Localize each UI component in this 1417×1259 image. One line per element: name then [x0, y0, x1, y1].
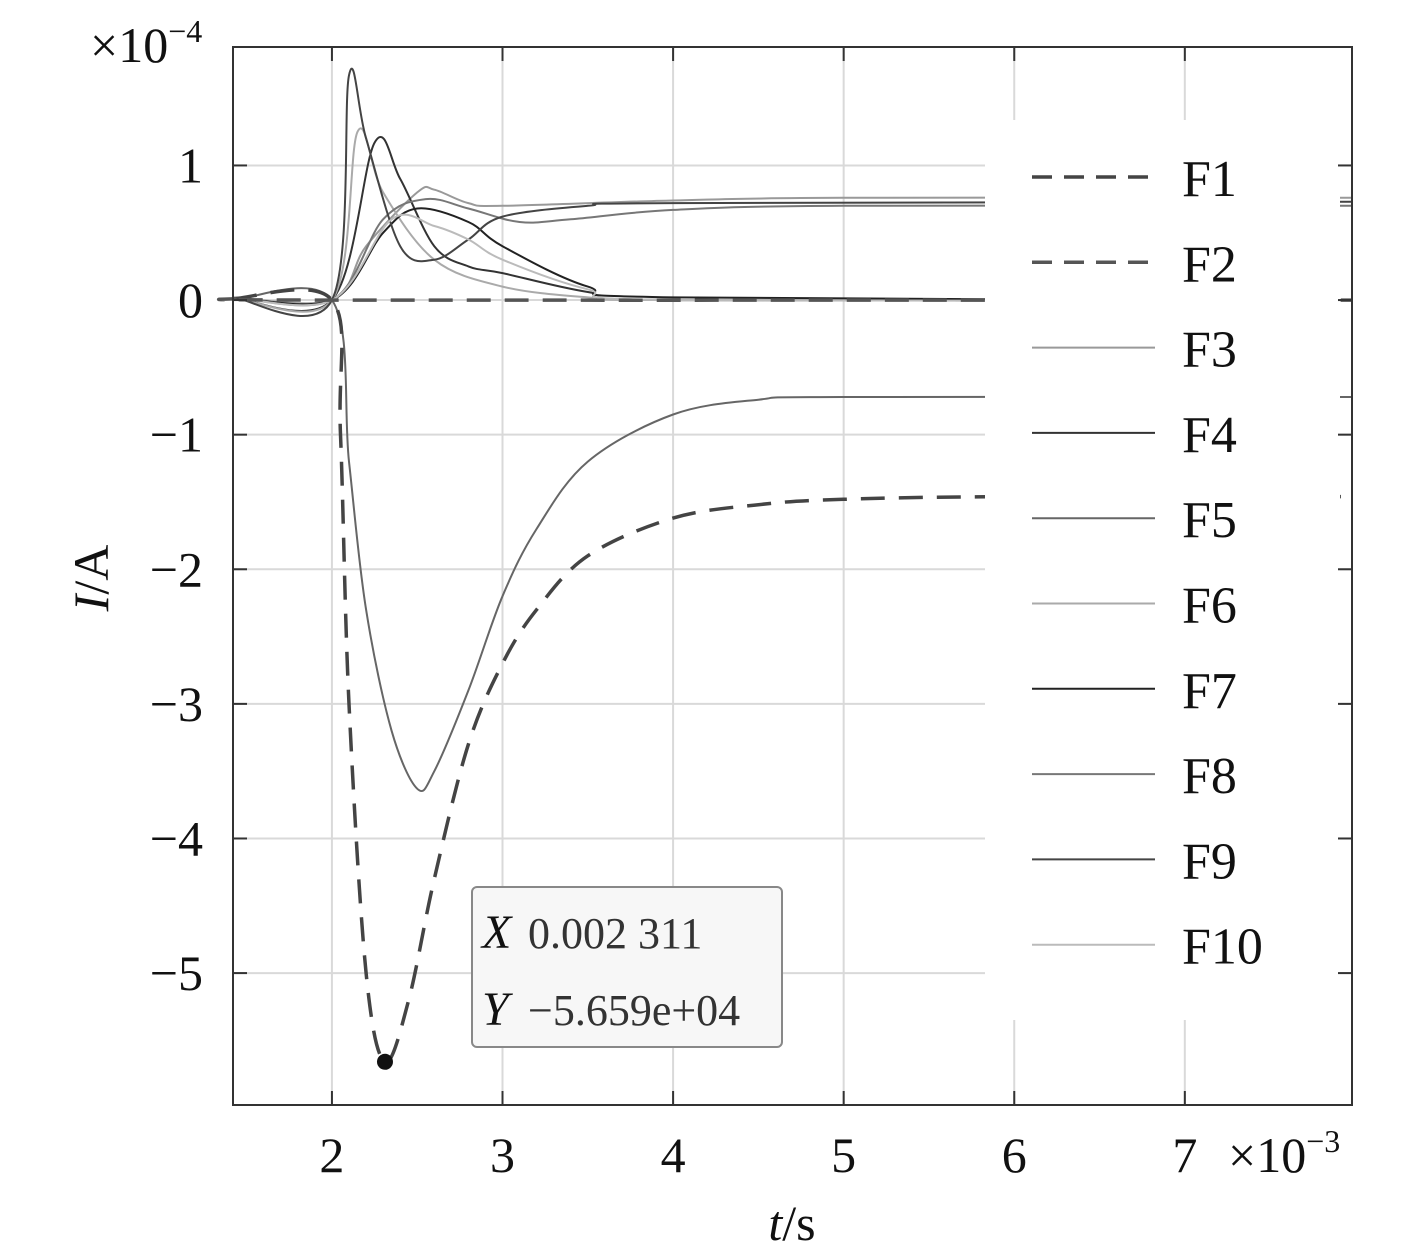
x-axis-label: t/s: [768, 1195, 815, 1251]
legend-label-f1: F1: [1182, 151, 1237, 208]
legend[interactable]: F1 F2 F3 F4 F5 F6 F7 F8 F9 F10: [1032, 151, 1263, 976]
datatip-x-key: X: [480, 906, 513, 959]
legend-background: [985, 120, 1340, 1020]
y-tick-label: 1: [178, 137, 203, 193]
legend-label-f3: F3: [1182, 322, 1237, 379]
x-tick-label: 3: [490, 1127, 515, 1183]
series-line-f5: [232, 287, 1353, 793]
datatip-y-key: Y: [482, 983, 513, 1036]
series-line-f8: [232, 197, 1353, 307]
legend-label-f2: F2: [1182, 236, 1237, 293]
x-exponent-label: ×10−3: [1228, 1123, 1340, 1183]
y-tick-label: −1: [150, 407, 203, 463]
y-tick-label: −2: [150, 541, 203, 597]
series-line-f10: [232, 213, 1353, 307]
legend-label-f5: F5: [1182, 492, 1237, 549]
series-line-f3: [232, 185, 1353, 305]
legend-label-f9: F9: [1182, 833, 1237, 890]
series-layer: [216, 67, 1353, 1064]
legend-label-f7: F7: [1182, 663, 1237, 720]
y-tick-label: 0: [178, 272, 203, 328]
marker-layer: [376, 1053, 393, 1070]
legend-label-f10: F10: [1182, 919, 1263, 976]
y-tick-label: −5: [150, 945, 203, 1001]
plot-frame: [232, 46, 1353, 1106]
series-line-f2: [216, 296, 1353, 302]
datatip-y-value: −5.659e+04: [528, 986, 740, 1035]
min-point-marker[interactable]: [376, 1053, 393, 1070]
series-line-f7: [232, 207, 1353, 306]
x-tick-label: 5: [831, 1127, 856, 1183]
legend-label-f8: F8: [1182, 748, 1237, 805]
x-tick-label: 4: [661, 1127, 686, 1183]
y-axis-label: I/A: [63, 545, 119, 613]
axis-ticks: 2 3 4 5 6 7 1 0 −1 −2 −3 −4 −5: [150, 47, 1352, 1183]
series-line-f1: [232, 287, 1353, 1064]
y-tick-label: −4: [150, 810, 203, 866]
legend-label-f6: F6: [1182, 578, 1237, 635]
x-tick-label: 6: [1002, 1127, 1027, 1183]
datatip-box: [471, 886, 783, 1048]
y-exponent-label: ×10−4: [90, 13, 202, 73]
y-tick-label: −3: [150, 676, 203, 732]
x-tick-label: 2: [319, 1127, 344, 1183]
datatip-x-value: 0.002 311: [528, 909, 702, 958]
series-line-f9: [232, 67, 1353, 317]
legend-label-f4: F4: [1182, 407, 1237, 464]
datatip[interactable]: X 0.002 311 Y −5.659e+04: [471, 886, 783, 1048]
x-tick-label: 7: [1172, 1127, 1197, 1183]
